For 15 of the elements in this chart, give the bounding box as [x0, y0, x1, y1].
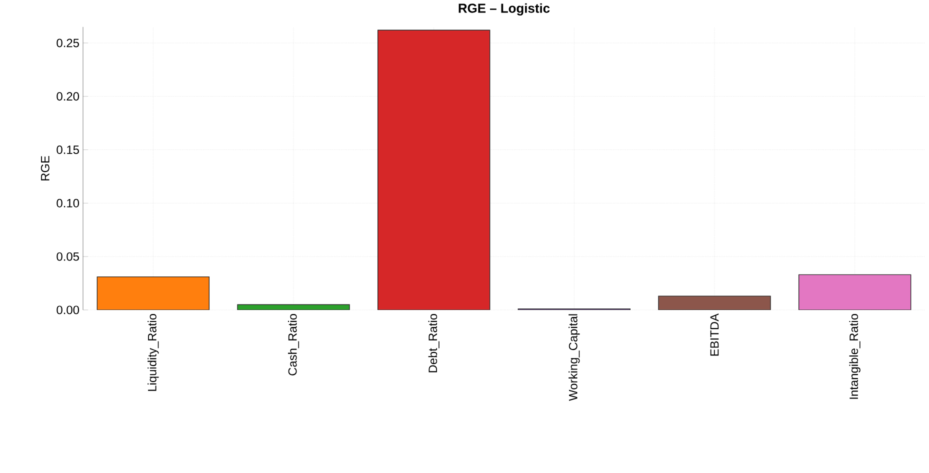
y-tick-label: 0.20 [56, 92, 80, 101]
y-tick-label: 0.05 [56, 252, 79, 261]
x-tick-label: Intangible_Ratio [849, 314, 860, 399]
y-tick-label: 0.10 [56, 198, 80, 208]
y-axis-title: RGE [40, 156, 50, 180]
x-tick-label: Working_Capital [568, 314, 580, 401]
chart-title: RGE – Logistic [458, 3, 550, 16]
y-tick-label: 0.25 [56, 38, 79, 48]
y-tick-label: 0.00 [56, 306, 80, 314]
x-tick-label: EBITDA [710, 314, 719, 356]
bar [237, 304, 350, 310]
x-tick-label: Liquidity_Ratio [148, 314, 159, 391]
x-tick-label: Cash_Ratio [288, 314, 300, 376]
x-tick-label: Debt_Ratio [428, 314, 440, 372]
y-tick-label: 0.15 [56, 146, 79, 154]
